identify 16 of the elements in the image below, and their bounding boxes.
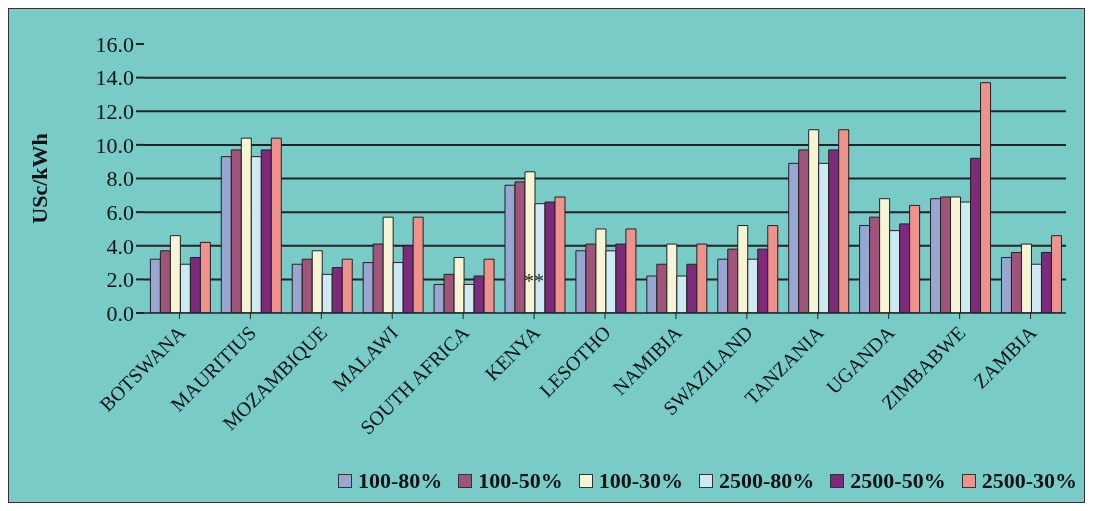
y-tick-label: 16.0 — [95, 31, 134, 57]
y-tick-label: 12.0 — [95, 99, 134, 125]
legend-label: 100-50% — [477, 468, 563, 494]
y-tick-label: 14.0 — [95, 65, 134, 91]
y-tick-label: 10.0 — [95, 132, 134, 158]
legend-label: 2500-30% — [980, 468, 1077, 494]
legend-label: 2500-50% — [849, 468, 946, 494]
y-tick-label: 6.0 — [106, 199, 134, 225]
legend-label: 2500-80% — [718, 468, 815, 494]
y-tick-label: 8.0 — [106, 166, 134, 192]
legend-label: 100-80% — [357, 468, 443, 494]
y-tick-label: 2.0 — [106, 267, 134, 293]
legend-label: 100-30% — [597, 468, 683, 494]
y-axis-title: USc/kWh — [26, 133, 52, 224]
y-tick-label: 4.0 — [106, 233, 134, 259]
y-tick-label: 0.0 — [106, 300, 134, 326]
